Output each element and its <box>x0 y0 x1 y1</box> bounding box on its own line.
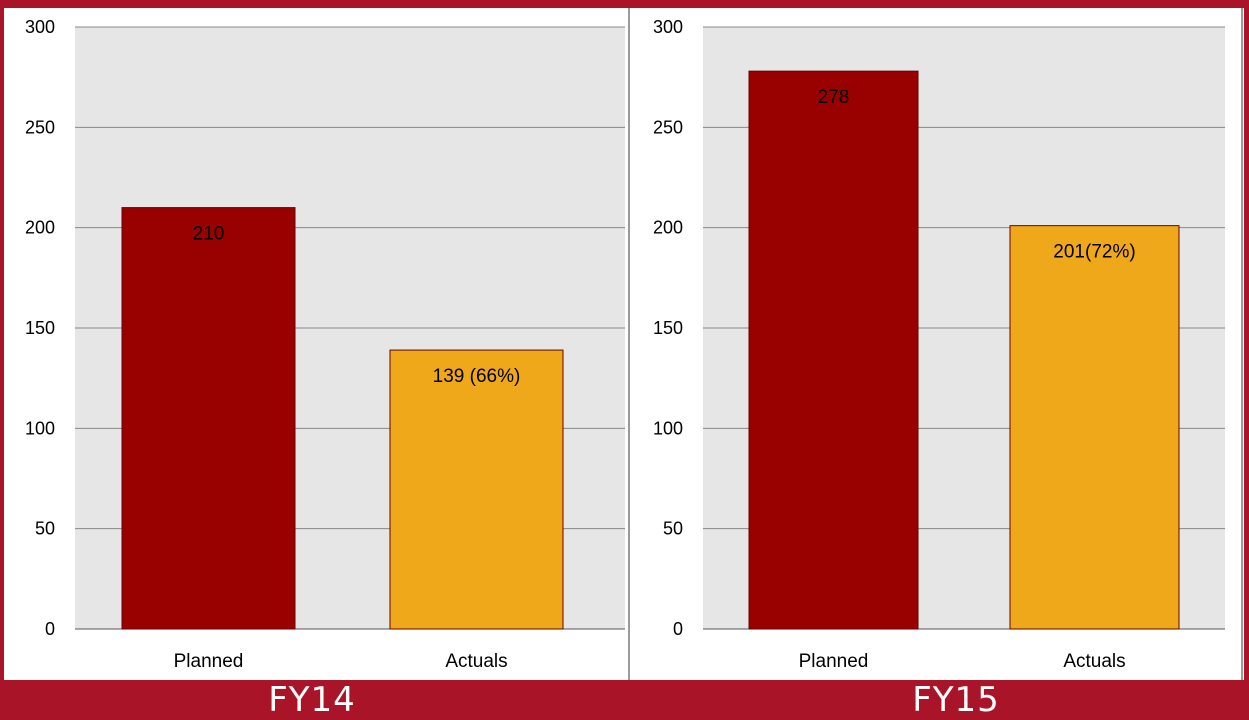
panel-right-edge <box>1241 8 1243 680</box>
data-label: 201(72%) <box>1053 242 1135 263</box>
bar-planned <box>121 207 296 630</box>
charts-panel: 0 50 100 150 200 250 300 210 Planned 139 (66%) Act… <box>4 8 1244 680</box>
category-label: Actuals <box>1063 651 1125 672</box>
y-tick-label: 150 <box>653 318 683 338</box>
y-tick-label: 300 <box>653 17 683 37</box>
bar-actuals <box>389 349 564 630</box>
y-tick-label: 50 <box>35 519 55 539</box>
chart-label-fy14: FY14 <box>268 680 356 720</box>
y-tick-label: 200 <box>653 218 683 238</box>
bar-actuals <box>1009 225 1180 630</box>
y-tick-label: 300 <box>25 17 55 37</box>
y-tick-label: 100 <box>653 418 683 438</box>
panel-divider <box>628 8 630 680</box>
data-label: 278 <box>818 87 850 108</box>
y-tick-label: 100 <box>25 418 55 438</box>
bar-planned <box>748 70 919 630</box>
chart-label-fy15: FY15 <box>912 680 1000 720</box>
y-tick-label: 0 <box>673 619 683 639</box>
category-label: Actuals <box>445 651 507 672</box>
y-tick-label: 250 <box>653 117 683 137</box>
y-tick-label: 200 <box>25 218 55 238</box>
y-tick-label: 0 <box>45 619 55 639</box>
y-tick-label: 50 <box>663 519 683 539</box>
y-tick-label: 250 <box>25 117 55 137</box>
data-label: 210 <box>193 224 225 245</box>
bar-charts: 0 50 100 150 200 250 300 210 Planned 139 (66%) Act… <box>25 17 1225 672</box>
category-label: Planned <box>799 651 869 672</box>
data-label: 139 (66%) <box>433 366 521 387</box>
y-tick-label: 150 <box>25 318 55 338</box>
category-label: Planned <box>174 651 244 672</box>
